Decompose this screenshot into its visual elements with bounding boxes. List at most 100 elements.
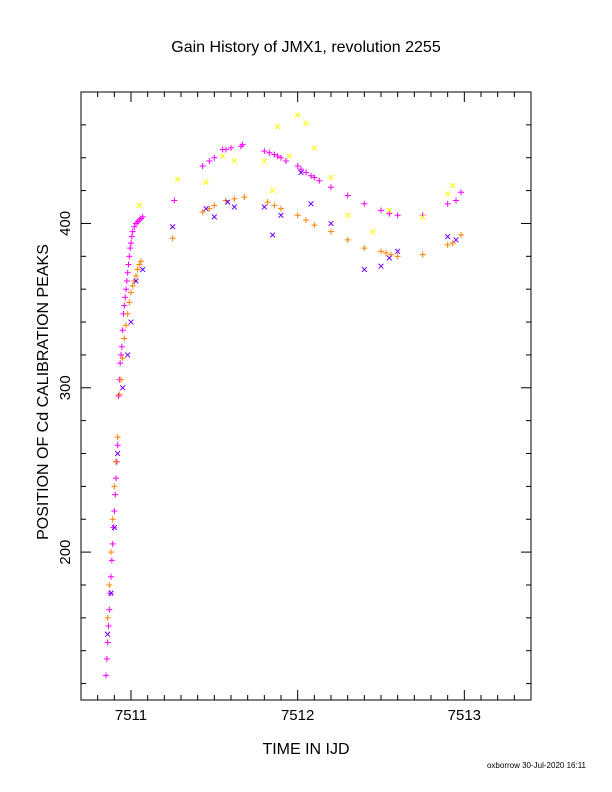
data-point — [444, 241, 451, 248]
data-point — [328, 220, 334, 227]
data-point — [239, 141, 246, 148]
data-point — [139, 266, 146, 273]
data-point — [111, 483, 118, 490]
data-point — [131, 223, 138, 230]
data-point — [206, 205, 213, 212]
data-point — [206, 158, 213, 165]
data-point — [286, 153, 293, 159]
data-point — [386, 255, 393, 261]
data-point — [394, 253, 401, 260]
data-point — [453, 197, 459, 204]
x-tick-label: 7513 — [448, 707, 481, 724]
data-point — [127, 245, 134, 252]
data-point — [203, 205, 209, 212]
data-point — [108, 573, 114, 580]
data-point — [231, 158, 238, 164]
data-point — [123, 277, 130, 284]
data-point — [139, 213, 146, 220]
data-point — [121, 335, 128, 342]
data-point — [112, 491, 119, 498]
data-point — [119, 355, 126, 362]
data-point — [269, 187, 276, 194]
data-point — [211, 202, 218, 209]
data-point — [211, 154, 218, 161]
data-point — [128, 233, 135, 240]
data-point — [449, 240, 456, 247]
y-axis-label: POSITION OF Cd CALIBRATION PEAKS — [35, 244, 52, 540]
data-point — [113, 458, 119, 465]
data-point — [269, 232, 276, 238]
data-point — [419, 251, 426, 258]
data-point — [344, 192, 351, 199]
axis-ticks — [80, 91, 532, 700]
data-point — [199, 208, 206, 215]
y-tick-label: 400 — [57, 211, 74, 236]
data-point — [386, 207, 393, 214]
data-point — [361, 245, 368, 252]
data-point — [169, 235, 176, 242]
data-point — [298, 166, 304, 173]
data-point — [328, 174, 334, 181]
data-point — [126, 253, 133, 260]
data-point — [118, 343, 125, 350]
data-point — [133, 278, 139, 284]
data-point — [109, 516, 116, 523]
data-point — [271, 202, 278, 209]
data-point — [199, 162, 206, 169]
series-points — [104, 194, 464, 621]
y-tick-label: 200 — [57, 540, 74, 565]
x-tick-label: 7512 — [281, 707, 314, 724]
data-point — [264, 199, 271, 206]
data-point — [266, 149, 273, 156]
data-point — [444, 200, 451, 207]
data-point — [118, 351, 124, 358]
data-point — [274, 153, 281, 160]
data-point — [125, 261, 132, 268]
data-point — [419, 214, 426, 220]
data-point — [311, 174, 318, 181]
data-point — [103, 672, 109, 679]
data-point — [123, 286, 129, 293]
data-point — [261, 158, 268, 164]
data-point — [241, 194, 248, 201]
data-point — [114, 434, 121, 441]
data-point — [174, 176, 181, 182]
data-point — [171, 197, 178, 204]
axis-tick-labels: 7511 7512 7513 200 300 400 — [57, 211, 481, 724]
data-point — [378, 263, 384, 269]
data-point — [274, 123, 281, 130]
data-point — [133, 273, 139, 280]
data-point — [223, 146, 229, 153]
data-point — [106, 581, 113, 588]
data-point — [111, 508, 118, 515]
data-point — [126, 299, 133, 306]
series-points — [103, 141, 464, 679]
data-point — [103, 655, 110, 662]
data-point — [219, 153, 226, 159]
data-point — [128, 240, 134, 247]
data-point — [311, 222, 318, 229]
data-point — [308, 200, 314, 207]
data-point — [378, 207, 384, 214]
data-point — [444, 191, 451, 197]
data-point — [261, 148, 268, 155]
data-point — [316, 177, 323, 184]
data-point — [453, 237, 459, 243]
data-point — [124, 352, 131, 358]
data-point — [104, 639, 111, 646]
data-point — [328, 228, 334, 235]
data-point — [383, 250, 389, 257]
data-point — [378, 248, 384, 255]
data-point — [444, 233, 451, 240]
series-points — [136, 112, 456, 235]
data-point — [369, 228, 376, 235]
data-point — [394, 248, 401, 255]
data-point — [113, 475, 119, 482]
data-point — [294, 212, 301, 219]
data-point — [121, 302, 128, 309]
data-point — [261, 204, 268, 210]
data-point — [108, 549, 114, 556]
data-point — [294, 112, 301, 118]
data-point — [311, 145, 318, 151]
